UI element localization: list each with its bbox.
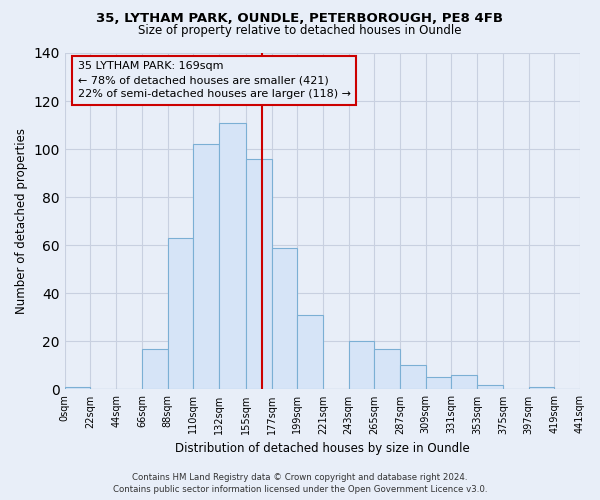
Bar bbox=[142, 348, 167, 390]
Bar bbox=[400, 366, 426, 390]
Text: 35 LYTHAM PARK: 169sqm
← 78% of detached houses are smaller (421)
22% of semi-de: 35 LYTHAM PARK: 169sqm ← 78% of detached… bbox=[77, 62, 350, 100]
Bar bbox=[193, 144, 219, 390]
Bar bbox=[477, 384, 503, 390]
Bar bbox=[529, 387, 554, 390]
X-axis label: Distribution of detached houses by size in Oundle: Distribution of detached houses by size … bbox=[175, 442, 470, 455]
Text: Contains HM Land Registry data © Crown copyright and database right 2024.
Contai: Contains HM Land Registry data © Crown c… bbox=[113, 472, 487, 494]
Bar bbox=[65, 387, 91, 390]
Bar bbox=[426, 378, 451, 390]
Bar bbox=[451, 375, 477, 390]
Bar bbox=[167, 238, 193, 390]
Bar bbox=[374, 348, 400, 390]
Bar bbox=[219, 122, 246, 390]
Bar bbox=[297, 315, 323, 390]
Bar bbox=[272, 248, 297, 390]
Bar bbox=[246, 158, 272, 390]
Text: 35, LYTHAM PARK, OUNDLE, PETERBOROUGH, PE8 4FB: 35, LYTHAM PARK, OUNDLE, PETERBOROUGH, P… bbox=[97, 12, 503, 26]
Y-axis label: Number of detached properties: Number of detached properties bbox=[15, 128, 28, 314]
Bar bbox=[349, 342, 374, 390]
Text: Size of property relative to detached houses in Oundle: Size of property relative to detached ho… bbox=[138, 24, 462, 37]
